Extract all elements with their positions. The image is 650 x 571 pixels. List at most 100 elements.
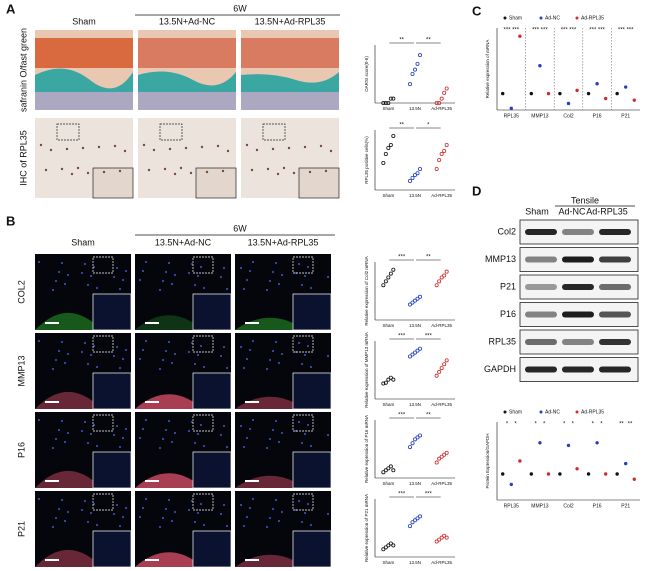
data-point xyxy=(434,283,439,288)
nucleus xyxy=(122,437,124,439)
data-point xyxy=(407,302,412,307)
cell xyxy=(179,166,183,170)
data-point xyxy=(415,296,420,301)
cell xyxy=(81,146,85,150)
data-point xyxy=(529,472,534,476)
nucleus xyxy=(275,499,277,501)
inset xyxy=(92,293,132,331)
nucleus xyxy=(298,421,300,423)
data-point xyxy=(501,472,505,476)
data-point xyxy=(417,166,422,171)
data-point xyxy=(410,441,415,446)
data-point xyxy=(407,82,412,87)
x-tick-label: RPL35 xyxy=(504,503,520,509)
nucleus xyxy=(197,512,199,514)
x-tick-label: P16 xyxy=(593,503,602,509)
blot-band xyxy=(562,366,594,373)
period: 6W xyxy=(233,3,247,13)
data-point xyxy=(615,472,619,476)
legend-swatch xyxy=(575,16,579,20)
cell xyxy=(276,172,280,176)
nucleus xyxy=(113,276,115,278)
cell xyxy=(216,144,220,148)
nucleus xyxy=(278,441,280,443)
nucleus xyxy=(281,353,283,355)
nucleus xyxy=(240,267,242,269)
nucleus xyxy=(125,349,127,351)
nucleus xyxy=(197,275,199,277)
micrograph-layer xyxy=(35,38,133,68)
nucleus xyxy=(272,271,274,273)
nucleus xyxy=(301,284,303,286)
column-header: Sham xyxy=(71,237,95,247)
nucleus xyxy=(90,354,92,356)
data-point xyxy=(417,53,422,58)
nucleus xyxy=(249,428,251,430)
data-point xyxy=(410,300,415,305)
nucleus xyxy=(96,524,98,526)
nucleus xyxy=(272,350,274,352)
legend-label: Sham xyxy=(509,409,522,415)
data-point xyxy=(444,535,449,540)
data-point xyxy=(391,133,396,138)
y-axis-label: Relative expression of mRNA xyxy=(485,40,490,99)
nucleus xyxy=(171,441,173,443)
data-point xyxy=(603,472,608,476)
blot-label: Col2 xyxy=(497,226,516,236)
y-axis-label: Relative expression of P16 mRNA xyxy=(364,415,369,483)
panel-label: B xyxy=(6,213,15,228)
significance: *** xyxy=(398,255,406,261)
nucleus xyxy=(139,358,141,360)
nucleus xyxy=(38,498,40,500)
row-label: COL2 xyxy=(16,280,26,304)
nucleus xyxy=(269,517,271,519)
nucleus xyxy=(165,429,167,431)
nucleus xyxy=(266,447,268,449)
nucleus xyxy=(64,520,66,522)
scale-bar xyxy=(45,480,59,482)
data-point xyxy=(381,470,386,475)
data-point xyxy=(603,96,608,101)
nucleus xyxy=(252,419,254,421)
nucleus xyxy=(246,516,248,518)
cell xyxy=(44,168,48,172)
data-point xyxy=(410,520,415,525)
nucleus xyxy=(96,366,98,368)
nucleus xyxy=(159,447,161,449)
cell xyxy=(245,143,249,147)
nucleus xyxy=(191,342,193,344)
nucleus xyxy=(116,267,118,269)
significance: * xyxy=(534,422,537,428)
nucleus xyxy=(162,359,164,361)
nucleus xyxy=(240,504,242,506)
data-point xyxy=(437,456,442,461)
data-point xyxy=(586,91,591,96)
nucleus xyxy=(197,433,199,435)
x-tick-label: Ad-RPL35 xyxy=(431,481,452,486)
cell xyxy=(86,171,90,175)
row-label: MMP13 xyxy=(16,355,26,386)
nucleus xyxy=(159,368,161,370)
legend-swatch xyxy=(539,16,543,20)
blot-band xyxy=(599,366,631,373)
nucleus xyxy=(139,279,141,281)
nucleus xyxy=(87,284,89,286)
nucleus xyxy=(165,508,167,510)
nucleus xyxy=(67,274,69,276)
row-label: safranin O/fast green xyxy=(18,28,28,112)
cell xyxy=(189,171,193,175)
nucleus xyxy=(275,420,277,422)
data-point xyxy=(442,273,447,278)
nucleus xyxy=(38,340,40,342)
cell xyxy=(163,167,167,171)
nucleus xyxy=(275,262,277,264)
roi-box xyxy=(92,335,114,353)
legend-label: Ad-RPL35 xyxy=(581,409,604,415)
data-point xyxy=(412,67,417,72)
nucleus xyxy=(194,284,196,286)
roi-box xyxy=(56,123,80,141)
nucleus xyxy=(249,270,251,272)
data-point xyxy=(417,294,422,299)
legend-label: Sham xyxy=(509,15,522,21)
column-header: Sham xyxy=(72,16,96,26)
